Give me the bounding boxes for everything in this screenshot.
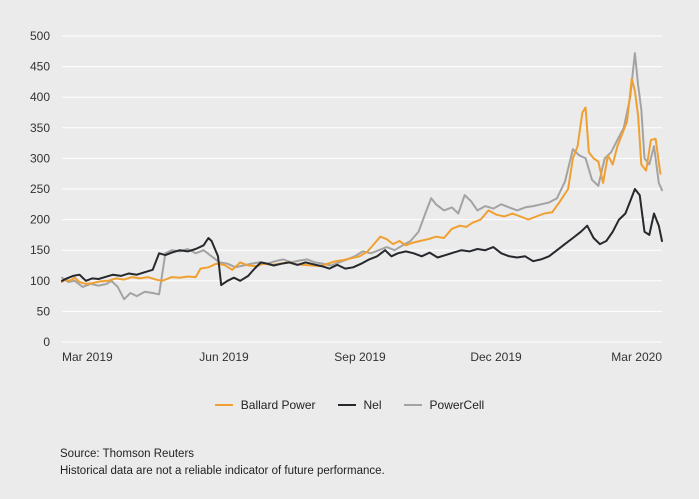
x-tick-label: Jun 2019 <box>199 350 249 364</box>
y-tick-label: 350 <box>30 121 50 135</box>
source-note: Source: Thomson Reuters <box>60 448 195 460</box>
chart-footnote: Source: Thomson Reuters Historical data … <box>60 446 385 480</box>
disclaimer-note: Historical data are not a reliable indic… <box>60 465 385 477</box>
legend-swatch-powercell <box>403 404 422 406</box>
y-axis-tick-labels: 0 50 100 150 200 250 300 350 400 450 500 <box>30 29 50 349</box>
series-lines <box>61 52 663 301</box>
x-tick-label: Mar 2020 <box>611 350 662 364</box>
y-tick-label: 50 <box>37 304 51 318</box>
y-tick-label: 300 <box>30 151 50 165</box>
y-tick-label: 400 <box>30 90 50 104</box>
legend-label-nel: Nel <box>363 398 382 412</box>
series-line-ballard-power <box>61 77 662 285</box>
y-tick-label: 100 <box>30 274 50 288</box>
series-line-nel <box>61 188 663 287</box>
grid-lines <box>62 35 662 343</box>
legend-item-powercell: PowerCell <box>403 398 485 412</box>
legend-label-ballard-power: Ballard Power <box>240 398 316 412</box>
chart-legend: Ballard Power Nel PowerCell <box>0 398 699 412</box>
y-tick-label: 450 <box>30 60 50 74</box>
y-tick-label: 0 <box>43 335 50 349</box>
y-tick-label: 500 <box>30 29 50 43</box>
legend-item-nel: Nel <box>337 398 382 412</box>
x-tick-label: Sep 2019 <box>334 350 386 364</box>
x-tick-label: Dec 2019 <box>470 350 522 364</box>
y-tick-label: 200 <box>30 213 50 227</box>
series-line-powercell <box>61 52 663 301</box>
legend-swatch-nel <box>337 404 356 406</box>
y-tick-label: 150 <box>30 243 50 257</box>
x-axis-tick-labels: Mar 2019 Jun 2019 Sep 2019 Dec 2019 Mar 2020 <box>62 350 662 364</box>
legend-swatch-ballard-power <box>214 404 233 406</box>
x-tick-label: Mar 2019 <box>62 350 113 364</box>
y-tick-label: 250 <box>30 182 50 196</box>
legend-label-powercell: PowerCell <box>429 398 485 412</box>
legend-item-ballard-power: Ballard Power <box>214 398 316 412</box>
